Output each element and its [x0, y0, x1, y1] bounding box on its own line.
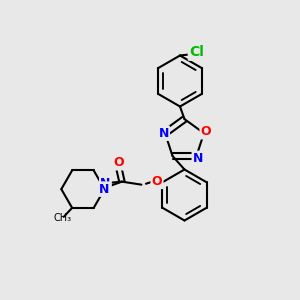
Text: O: O [114, 156, 124, 169]
Text: O: O [201, 125, 211, 138]
Text: N: N [99, 183, 110, 196]
Text: Cl: Cl [189, 46, 204, 59]
Text: CH₃: CH₃ [53, 213, 71, 224]
Text: O: O [152, 175, 162, 188]
Text: N: N [100, 177, 111, 190]
Text: N: N [158, 127, 169, 140]
Text: N: N [193, 152, 203, 165]
